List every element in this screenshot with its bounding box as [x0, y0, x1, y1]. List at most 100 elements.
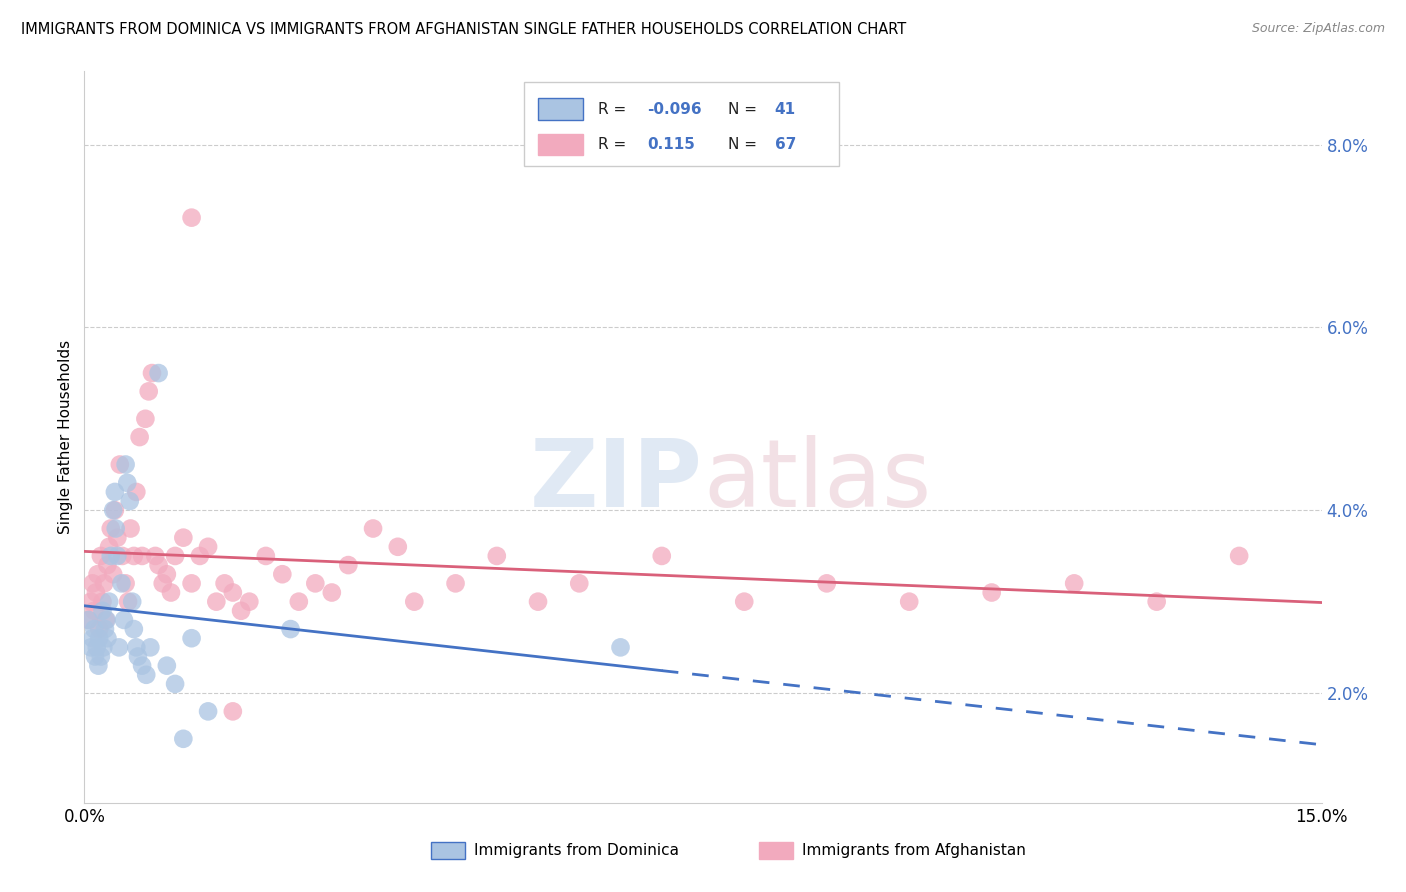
Point	[609, 640, 631, 655]
Point	[254, 549, 277, 563]
Point	[134, 412, 156, 426]
Point	[141, 366, 163, 380]
Text: 0.115: 0.115	[647, 137, 695, 152]
Point	[122, 549, 145, 563]
Point	[100, 549, 122, 563]
Point	[77, 613, 100, 627]
Point	[404, 594, 426, 608]
Point	[91, 604, 114, 618]
Point	[84, 585, 107, 599]
Text: N =: N =	[728, 102, 762, 117]
Point	[93, 576, 115, 591]
Point	[156, 658, 179, 673]
Point	[180, 632, 202, 646]
Point	[160, 585, 183, 599]
Point	[205, 594, 228, 608]
Text: -0.096: -0.096	[647, 102, 702, 117]
Point	[100, 521, 122, 535]
Point	[82, 632, 104, 646]
Point	[143, 549, 166, 563]
Point	[104, 521, 127, 535]
Point	[83, 622, 105, 636]
Point	[361, 521, 384, 535]
Point	[77, 613, 100, 627]
Point	[898, 594, 921, 608]
Point	[96, 632, 118, 646]
Point	[321, 585, 343, 599]
Point	[89, 632, 111, 646]
Text: ZIP: ZIP	[530, 435, 703, 527]
Point	[131, 549, 153, 563]
Point	[87, 658, 110, 673]
Point	[288, 594, 311, 608]
FancyBboxPatch shape	[523, 82, 839, 167]
Point	[118, 494, 141, 508]
Point	[89, 622, 111, 636]
Point	[125, 485, 148, 500]
Point	[651, 549, 673, 563]
Text: 41: 41	[775, 102, 796, 117]
Point	[135, 667, 157, 681]
FancyBboxPatch shape	[538, 98, 583, 120]
Point	[86, 640, 108, 655]
Point	[222, 585, 245, 599]
Point	[112, 613, 135, 627]
Point	[485, 549, 508, 563]
Point	[122, 622, 145, 636]
Point	[83, 604, 105, 618]
FancyBboxPatch shape	[538, 134, 583, 155]
Point	[172, 731, 194, 746]
Point	[127, 649, 149, 664]
Point	[197, 705, 219, 719]
Point	[108, 640, 131, 655]
Point	[229, 604, 252, 618]
Text: N =: N =	[728, 137, 762, 152]
Point	[280, 622, 302, 636]
Point	[90, 549, 112, 563]
Point	[117, 594, 139, 608]
Point	[117, 475, 139, 490]
Point	[444, 576, 467, 591]
Point	[165, 549, 187, 563]
Point	[96, 613, 118, 627]
Text: Source: ZipAtlas.com: Source: ZipAtlas.com	[1251, 22, 1385, 36]
FancyBboxPatch shape	[430, 841, 465, 859]
Point	[304, 576, 326, 591]
Point	[80, 640, 103, 655]
Point	[148, 558, 170, 573]
Point	[105, 549, 128, 563]
Point	[105, 531, 128, 545]
Point	[1227, 549, 1250, 563]
Point	[80, 594, 103, 608]
Point	[110, 576, 132, 591]
Point	[103, 503, 125, 517]
Point	[91, 594, 114, 608]
Point	[120, 521, 142, 535]
Point	[108, 458, 131, 472]
Point	[138, 384, 160, 399]
Point	[114, 576, 136, 591]
Point	[128, 430, 150, 444]
Point	[1063, 576, 1085, 591]
Text: Immigrants from Dominica: Immigrants from Dominica	[474, 843, 679, 858]
Point	[180, 576, 202, 591]
Point	[152, 576, 174, 591]
Text: R =: R =	[598, 102, 631, 117]
Text: Immigrants from Afghanistan: Immigrants from Afghanistan	[801, 843, 1026, 858]
Point	[139, 640, 162, 655]
Point	[1146, 594, 1168, 608]
Point	[114, 458, 136, 472]
Point	[165, 677, 187, 691]
Point	[103, 567, 125, 582]
Point	[387, 540, 409, 554]
Point	[527, 594, 550, 608]
Point	[148, 366, 170, 380]
Point	[94, 622, 117, 636]
Point	[111, 549, 134, 563]
Point	[271, 567, 294, 582]
FancyBboxPatch shape	[759, 841, 793, 859]
Point	[96, 558, 118, 573]
Text: atlas: atlas	[703, 435, 931, 527]
Point	[733, 594, 755, 608]
Point	[238, 594, 260, 608]
